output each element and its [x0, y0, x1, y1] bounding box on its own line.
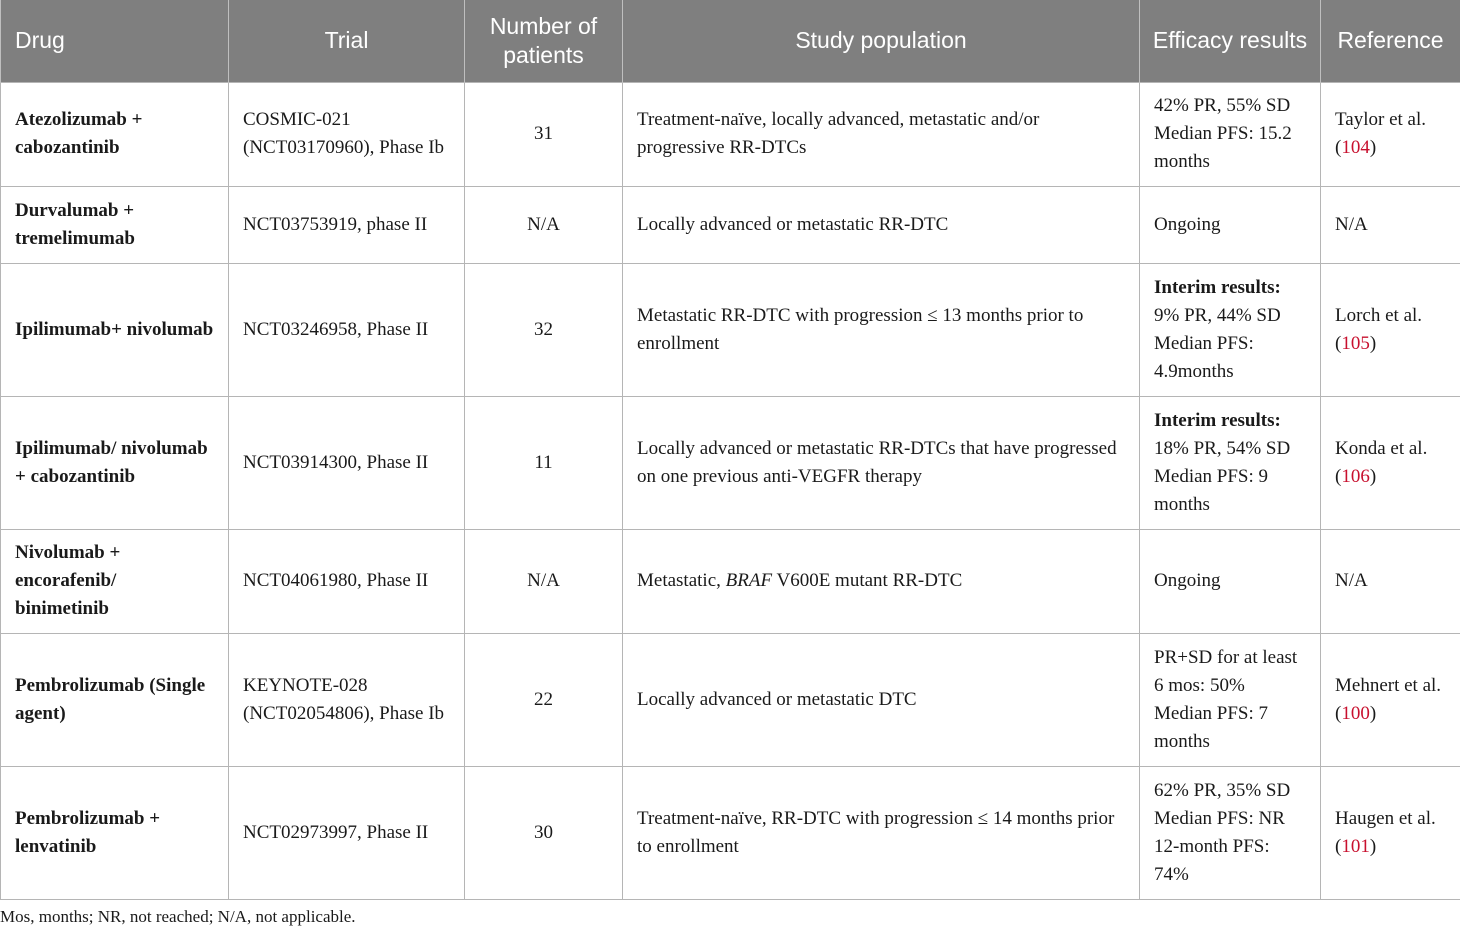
efficacy-line: 12-month PFS: 74% [1154, 835, 1270, 885]
efficacy-line: Median PFS: 7 months [1154, 702, 1269, 752]
table-row: Ipilimumab+ nivolumab NCT03246958, Phase … [0, 262, 1460, 397]
reference-text: N/A [1335, 570, 1368, 591]
table-row: Durvalumab + tremelimumab NCT03753919, ph… [0, 185, 1460, 264]
reference-close: ) [1369, 137, 1377, 158]
reference-text: Lorch et al. ( [1335, 304, 1423, 354]
cell-drug: Ipilimumab/ nivolumab + cabozantinib [0, 395, 229, 530]
cell-study-population: Locally advanced or metastatic RR-DTC [622, 185, 1140, 264]
efficacy-line: 9% PR, 44% SD [1154, 304, 1281, 326]
cell-efficacy-results: 62% PR, 35% SD Median PFS: NR 12-month PFS… [1139, 765, 1321, 900]
efficacy-line: Ongoing [1154, 213, 1221, 235]
cell-study-population: Locally advanced or metastatic DTC [622, 632, 1140, 767]
table-row: Ipilimumab/ nivolumab + cabozantinib NCT0… [0, 395, 1460, 530]
table-container: Drug Trial Number of patients Study popu… [0, 0, 1460, 900]
reference-link[interactable]: 104 [1341, 137, 1370, 158]
cell-reference: N/A [1320, 185, 1460, 264]
cell-study-population: Treatment-naïve, RR-DTC with progression… [622, 765, 1140, 900]
population-text: V600E mutant RR-DTC [772, 570, 963, 591]
cell-reference: Taylor et al. (104) [1320, 81, 1460, 187]
cell-drug: Pembrolizumab (Single agent) [0, 632, 229, 767]
cell-study-population: Metastatic, BRAF V600E mutant RR-DTC [622, 528, 1140, 634]
reference-close: ) [1369, 835, 1377, 857]
cell-drug: Atezolizumab + cabozantinib [0, 81, 229, 187]
efficacy-line: Median PFS: 15.2 months [1154, 123, 1292, 172]
cell-efficacy-results: Interim results: 18% PR, 54% SD Median PFS… [1139, 395, 1321, 530]
cell-drug: Ipilimumab+ nivolumab [0, 262, 229, 397]
cell-number-of-patients: N/A [464, 185, 623, 264]
cell-trial: NCT03246958, Phase II [228, 262, 465, 397]
cell-trial: NCT02973997, Phase II [228, 765, 465, 900]
table-row: Atezolizumab + cabozantinib COSMIC-021 (N… [0, 81, 1460, 187]
cell-number-of-patients: 30 [464, 765, 623, 900]
cell-efficacy-results: Ongoing [1139, 185, 1321, 264]
efficacy-line: PR+SD for at least 6 mos: 50% [1154, 646, 1298, 696]
cell-study-population: Locally advanced or metastatic RR-DTCs t… [622, 395, 1140, 530]
table-header: Drug Trial Number of patients Study popu… [0, 0, 1460, 82]
cell-number-of-patients: 31 [464, 81, 623, 187]
gene-name: BRAF [725, 570, 773, 591]
efficacy-line: 62% PR, 35% SD [1154, 779, 1291, 801]
cell-study-population: Metastatic RR-DTC with progression ≤ 13 … [622, 262, 1140, 397]
efficacy-line: Median PFS: 4.9months [1154, 332, 1254, 382]
reference-close: ) [1369, 332, 1377, 354]
header-drug: Drug [0, 0, 229, 82]
cell-drug: Pembrolizumab + lenvatinib [0, 765, 229, 900]
reference-link[interactable]: 105 [1341, 332, 1370, 354]
efficacy-line: 42% PR, 55% SD [1154, 95, 1291, 116]
cell-number-of-patients: 22 [464, 632, 623, 767]
reference-link[interactable]: 106 [1341, 465, 1370, 487]
cell-reference: Mehnert et al. (100) [1320, 632, 1460, 767]
cell-reference: Konda et al. (106) [1320, 395, 1460, 530]
header-efficacy-results: Efficacy results [1139, 0, 1321, 82]
efficacy-line: Median PFS: 9 months [1154, 465, 1269, 515]
header-row: Drug Trial Number of patients Study popu… [0, 0, 1460, 82]
cell-trial: NCT03753919, phase II [228, 185, 465, 264]
cell-drug: Durvalumab + tremelimumab [0, 185, 229, 264]
cell-trial: KEYNOTE-028 (NCT02054806), Phase Ib [228, 632, 465, 767]
table-row: Nivolumab + encorafenib/ binimetinib NCT0… [0, 528, 1460, 634]
cell-drug: Nivolumab + encorafenib/ binimetinib [0, 528, 229, 634]
reference-close: ) [1369, 702, 1377, 724]
cell-study-population: Treatment-naïve, locally advanced, metas… [622, 81, 1140, 187]
reference-text: Mehnert et al. ( [1335, 674, 1442, 724]
efficacy-line: 18% PR, 54% SD [1154, 437, 1291, 459]
cell-efficacy-results: Interim results: 9% PR, 44% SD Median PFS:… [1139, 262, 1321, 397]
population-text: Metastatic, [637, 570, 726, 591]
table-footnote: Mos, months; NR, not reached; N/A, not a… [0, 907, 356, 926]
efficacy-label: Interim results: [1154, 276, 1281, 298]
cell-trial: NCT04061980, Phase II [228, 528, 465, 634]
reference-close: ) [1369, 465, 1377, 487]
trials-table: Drug Trial Number of patients Study popu… [0, 0, 1460, 900]
cell-number-of-patients: 32 [464, 262, 623, 397]
cell-efficacy-results: 42% PR, 55% SD Median PFS: 15.2 months [1139, 81, 1321, 187]
header-study-population: Study population [622, 0, 1140, 82]
cell-efficacy-results: Ongoing [1139, 528, 1321, 634]
cell-reference: N/A [1320, 528, 1460, 634]
reference-link[interactable]: 101 [1341, 835, 1370, 857]
table-row: Pembrolizumab + lenvatinib NCT02973997, P… [0, 765, 1460, 900]
cell-trial: NCT03914300, Phase II [228, 395, 465, 530]
reference-text: Haugen et al. ( [1335, 807, 1436, 857]
header-reference: Reference [1320, 0, 1460, 82]
cell-number-of-patients: 11 [464, 395, 623, 530]
efficacy-line: Median PFS: NR [1154, 807, 1285, 829]
reference-text: Taylor et al. ( [1335, 109, 1426, 158]
reference-link[interactable]: 100 [1341, 702, 1370, 724]
cell-number-of-patients: N/A [464, 528, 623, 634]
cell-reference: Haugen et al. (101) [1320, 765, 1460, 900]
header-trial: Trial [228, 0, 465, 82]
cell-reference: Lorch et al. (105) [1320, 262, 1460, 397]
cell-efficacy-results: PR+SD for at least 6 mos: 50% Median PFS:… [1139, 632, 1321, 767]
table-body: Atezolizumab + cabozantinib COSMIC-021 (N… [0, 81, 1460, 900]
table-row: Pembrolizumab (Single agent) KEYNOTE-028 … [0, 632, 1460, 767]
reference-text: N/A [1335, 213, 1368, 235]
reference-text: Konda et al. ( [1335, 437, 1428, 487]
header-number-of-patients: Number of patients [464, 0, 623, 82]
efficacy-label: Interim results: [1154, 409, 1281, 431]
efficacy-line: Ongoing [1154, 570, 1221, 591]
cell-trial: COSMIC-021 (NCT03170960), Phase Ib [228, 81, 465, 187]
